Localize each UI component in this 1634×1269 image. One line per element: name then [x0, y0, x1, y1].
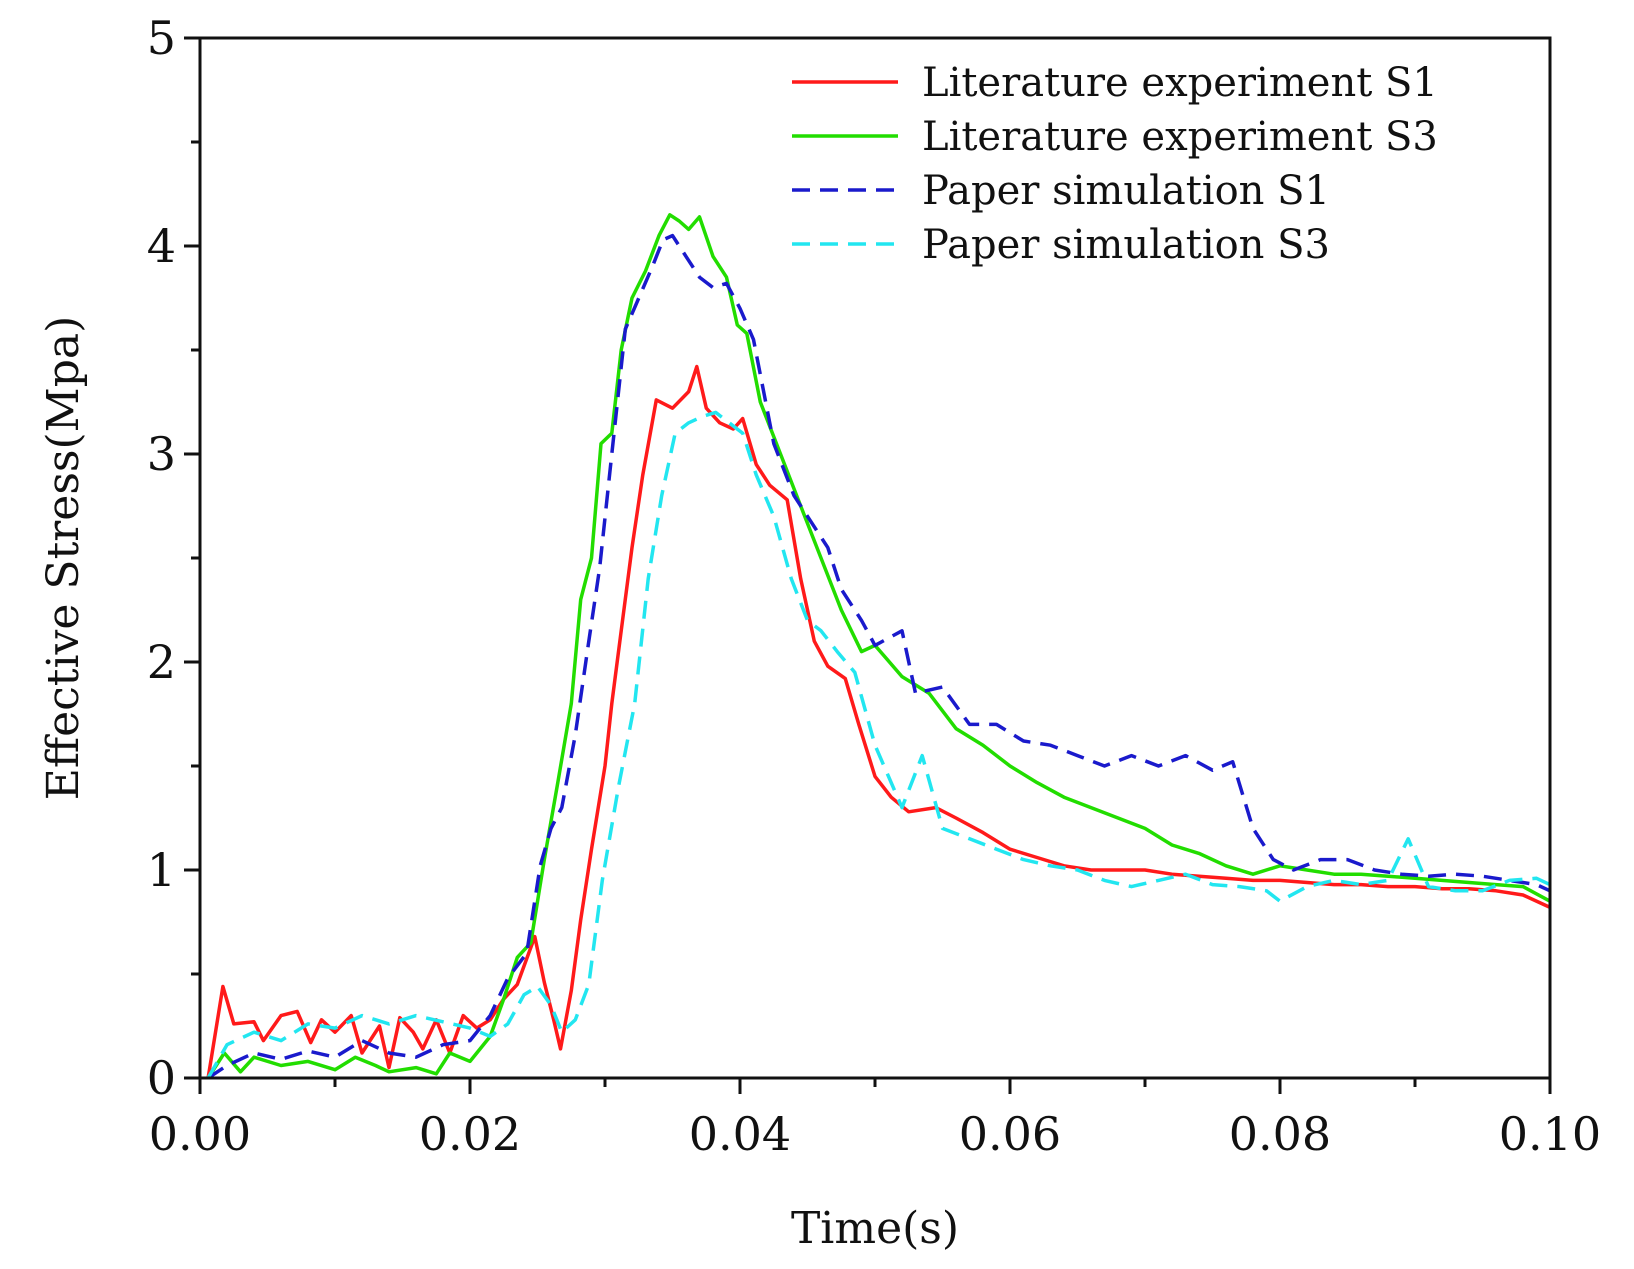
legend-label: Paper simulation S3 [922, 222, 1330, 268]
y-tick-label: 5 [147, 11, 176, 65]
y-tick-label: 3 [147, 427, 176, 481]
legend: Literature experiment S1 Literature exper… [792, 60, 1438, 268]
legend-label: Literature experiment S1 [922, 60, 1438, 106]
y-tick-label: 2 [147, 635, 176, 689]
x-tick-label: 0.04 [689, 1107, 791, 1161]
x-tick-label: 0.02 [419, 1107, 521, 1161]
series-layer [206, 213, 1551, 1080]
series-line-paper-simulation-s1 [207, 233, 1551, 1080]
legend-label: Paper simulation S1 [922, 168, 1330, 214]
y-tick-label: 0 [147, 1051, 176, 1105]
y-tick-label: 1 [147, 843, 176, 897]
series-line-literature-experiment-s1 [206, 364, 1551, 1079]
x-tick-label: 0.10 [1499, 1107, 1601, 1161]
x-tick-label: 0.00 [149, 1107, 251, 1161]
y-axis-title: Effective Stress(Mpa) [38, 316, 89, 801]
x-tick-label: 0.06 [959, 1107, 1061, 1161]
y-tick-label: 4 [147, 219, 176, 273]
x-tick-label: 0.08 [1229, 1107, 1331, 1161]
legend-label: Literature experiment S3 [922, 114, 1438, 160]
series-line-literature-experiment-s3 [206, 213, 1551, 1079]
axis-layer: 0.00 0.02 0.04 0.06 0.08 0.10 0 1 2 3 4 5 [147, 11, 1601, 1161]
plot-frame [198, 36, 1552, 1080]
series-line-paper-simulation-s3 [206, 410, 1551, 1079]
x-axis-title: Time(s) [791, 1203, 959, 1254]
